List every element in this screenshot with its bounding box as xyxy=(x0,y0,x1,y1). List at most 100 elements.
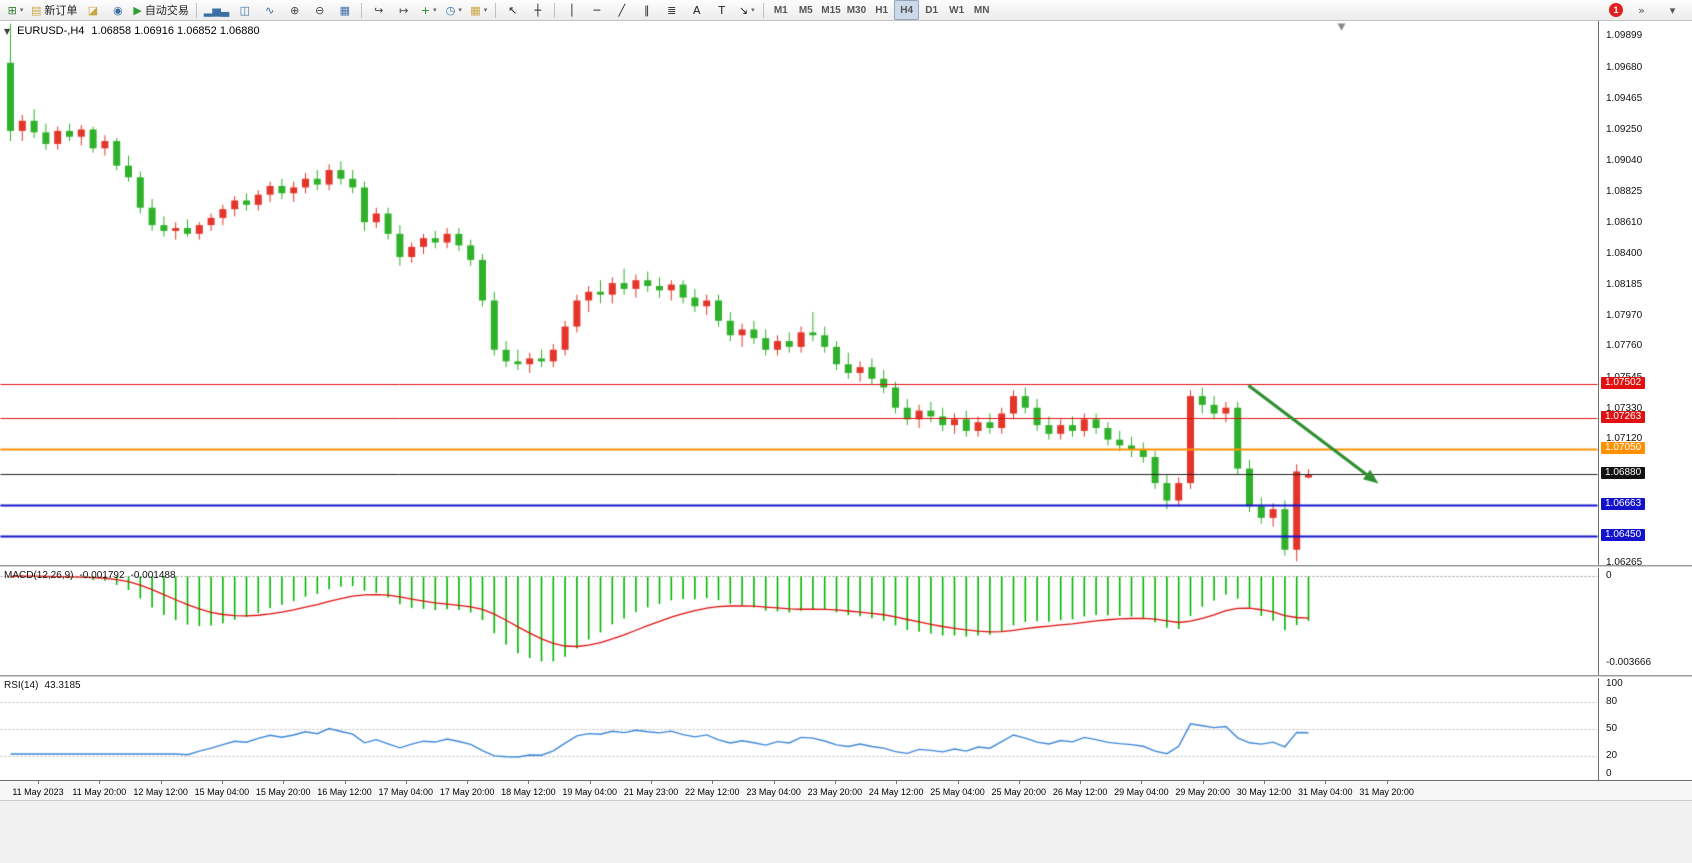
arrow-object-icon: ↘ xyxy=(738,3,749,17)
toolbar-overflow-button[interactable]: » xyxy=(1629,0,1654,20)
time-tick xyxy=(1080,781,1082,784)
tf-m1-button[interactable]: M1 xyxy=(768,0,793,20)
tf-h4-button[interactable]: H4 xyxy=(894,0,920,20)
macd-signal-value: -0.001488 xyxy=(130,570,176,581)
time-axis[interactable]: 11 May 2023 11 May 20:00 12 May 12:00 15 Ma… xyxy=(0,780,1692,800)
templates-button[interactable]: ▦ ▾ xyxy=(466,0,491,20)
price-tick-label: 1.09465 xyxy=(1606,93,1643,105)
trendline-button[interactable]: ╱ xyxy=(609,0,634,20)
rsi-axis-label: 50 xyxy=(1606,723,1618,734)
rsi-canvas[interactable] xyxy=(0,678,1598,780)
time-label: 25 May 20:00 xyxy=(991,787,1047,797)
time-label: 31 May 04:00 xyxy=(1298,787,1353,797)
market-watch-button[interactable]: ◪ xyxy=(80,0,105,20)
tf-m30-button[interactable]: M30 xyxy=(844,0,869,20)
time-tick xyxy=(589,781,591,784)
time-tick xyxy=(1202,781,1204,784)
new-order-button[interactable]: ▤ 新订单 xyxy=(28,0,80,20)
line-chart-icon: ∿ xyxy=(265,3,275,17)
time-tick xyxy=(221,781,223,784)
dropdown-caret-icon: ▾ xyxy=(751,6,755,14)
price-level-badge: 1.06880 xyxy=(1601,466,1646,479)
tf-w1-button-label: W1 xyxy=(949,4,965,16)
channel-button[interactable]: ∥ xyxy=(634,0,659,20)
time-tick xyxy=(834,781,836,784)
navigator-button[interactable]: ◉ xyxy=(105,0,130,20)
time-label: 12 May 12:00 xyxy=(133,787,188,797)
new-chart-button[interactable]: ⊞ ▾ xyxy=(3,0,28,20)
indicators-button[interactable]: + ▾ xyxy=(416,0,441,20)
price-tick-label: 1.09040 xyxy=(1606,154,1643,166)
time-tick xyxy=(1325,781,1327,784)
toolbar: ⊞ ▾ ▤ 新订单 ◪ ◉ ▶ 自动交易 ▂▅▃ ◫ ∿ ⊕ ⊖ ▦ ↪ ↦ + ▾ ◷ ▾ ▦ ▾ ↖ ┼ │ ─ ╱ ∥ ≣ A T ↘ ▾… xyxy=(0,0,1692,21)
price-tick-label: 1.07120 xyxy=(1606,433,1643,445)
channel-icon: ∥ xyxy=(644,3,650,17)
tile-windows-button[interactable]: ▦ xyxy=(332,0,357,20)
price-level-badge: 1.07502 xyxy=(1601,376,1646,389)
arrows-button[interactable]: ↘ ▾ xyxy=(734,0,759,20)
indicators-icon: + xyxy=(420,3,431,17)
horizontal-line-button[interactable]: ─ xyxy=(584,0,609,20)
time-label: 23 May 04:00 xyxy=(746,787,801,797)
auto-scroll-button[interactable]: ↪ xyxy=(366,0,391,20)
new-order-icon: ▤ xyxy=(31,3,42,17)
tf-m1-button-label: M1 xyxy=(773,4,788,16)
chart-shift-button[interactable]: ↦ xyxy=(391,0,416,20)
time-tick xyxy=(896,781,898,784)
trendline-icon: ╱ xyxy=(618,3,626,17)
toolbar-separator xyxy=(195,2,197,18)
bar-chart-button[interactable]: ▂▅▃ xyxy=(201,0,232,20)
candlestick-chart-button[interactable]: ◫ xyxy=(232,0,257,20)
macd-canvas[interactable] xyxy=(0,568,1598,675)
time-tick xyxy=(344,781,346,784)
time-label: 11 May 2023 xyxy=(12,787,64,797)
new-chart-icon: ⊞ xyxy=(7,3,17,17)
tf-h1-button[interactable]: H1 xyxy=(869,0,894,20)
tf-m15-button[interactable]: M15 xyxy=(818,0,843,20)
toolbar-right-group: 1 » ▾ xyxy=(1609,0,1689,20)
tf-d1-button[interactable]: D1 xyxy=(919,0,944,20)
one-click-collapse-icon[interactable]: ▼ xyxy=(4,26,11,36)
tf-m5-button[interactable]: M5 xyxy=(793,0,818,20)
price-level-badge: 1.06450 xyxy=(1601,529,1646,542)
price-tick-label: 1.09899 xyxy=(1606,30,1643,42)
autotrading-icon: ▶ xyxy=(133,3,142,17)
horizontal-line-icon: ─ xyxy=(593,3,601,17)
rsi-value: 43.3185 xyxy=(44,680,81,691)
price-chart-canvas[interactable] xyxy=(0,21,1598,565)
cursor-icon: ↖ xyxy=(508,3,518,17)
panel-separator[interactable] xyxy=(0,565,1692,568)
autotrading-button[interactable]: ▶ 自动交易 xyxy=(130,0,191,20)
tf-w1-button[interactable]: W1 xyxy=(944,0,969,20)
bar-chart-icon: ▂▅▃ xyxy=(203,3,230,17)
vertical-line-icon: │ xyxy=(568,3,576,17)
periods-button[interactable]: ◷ ▾ xyxy=(441,0,466,20)
panel-separator[interactable] xyxy=(0,675,1692,678)
navigator-icon: ◉ xyxy=(113,3,123,17)
time-tick xyxy=(528,781,530,784)
notifications-badge[interactable]: 1 xyxy=(1609,3,1623,17)
time-label: 30 May 12:00 xyxy=(1236,787,1292,797)
cursor-button[interactable]: ↖ xyxy=(500,0,525,20)
text-button[interactable]: A xyxy=(684,0,709,20)
line-chart-button[interactable]: ∿ xyxy=(257,0,282,20)
zoom-in-button[interactable]: ⊕ xyxy=(282,0,307,20)
price-axis[interactable]: 1.09899 1.09680 1.09465 1.09250 1.09040 1.088… xyxy=(1598,21,1692,780)
toolbar-options-button[interactable]: ▾ xyxy=(1660,0,1685,20)
text-label-button[interactable]: T xyxy=(709,0,734,20)
ohlc-values: 1.06858 1.06916 1.06852 1.06880 xyxy=(91,25,260,37)
tf-m30-button-label: M30 xyxy=(846,4,867,16)
crosshair-button[interactable]: ┼ xyxy=(525,0,550,20)
text-icon: A xyxy=(693,3,701,17)
macd-name: MACD(12,26,9) xyxy=(4,570,74,581)
periods-icon: ◷ xyxy=(445,3,456,17)
tf-mn-button[interactable]: MN xyxy=(969,0,994,20)
time-tick xyxy=(1018,781,1020,784)
candlestick-icon: ◫ xyxy=(239,3,250,17)
vertical-line-button[interactable]: │ xyxy=(559,0,584,20)
zoom-out-button[interactable]: ⊖ xyxy=(307,0,332,20)
price-tick-label: 1.08610 xyxy=(1606,217,1643,229)
price-tick-label: 1.07760 xyxy=(1606,340,1643,352)
time-label: 21 May 23:00 xyxy=(623,787,679,797)
fibonacci-button[interactable]: ≣ xyxy=(659,0,684,20)
